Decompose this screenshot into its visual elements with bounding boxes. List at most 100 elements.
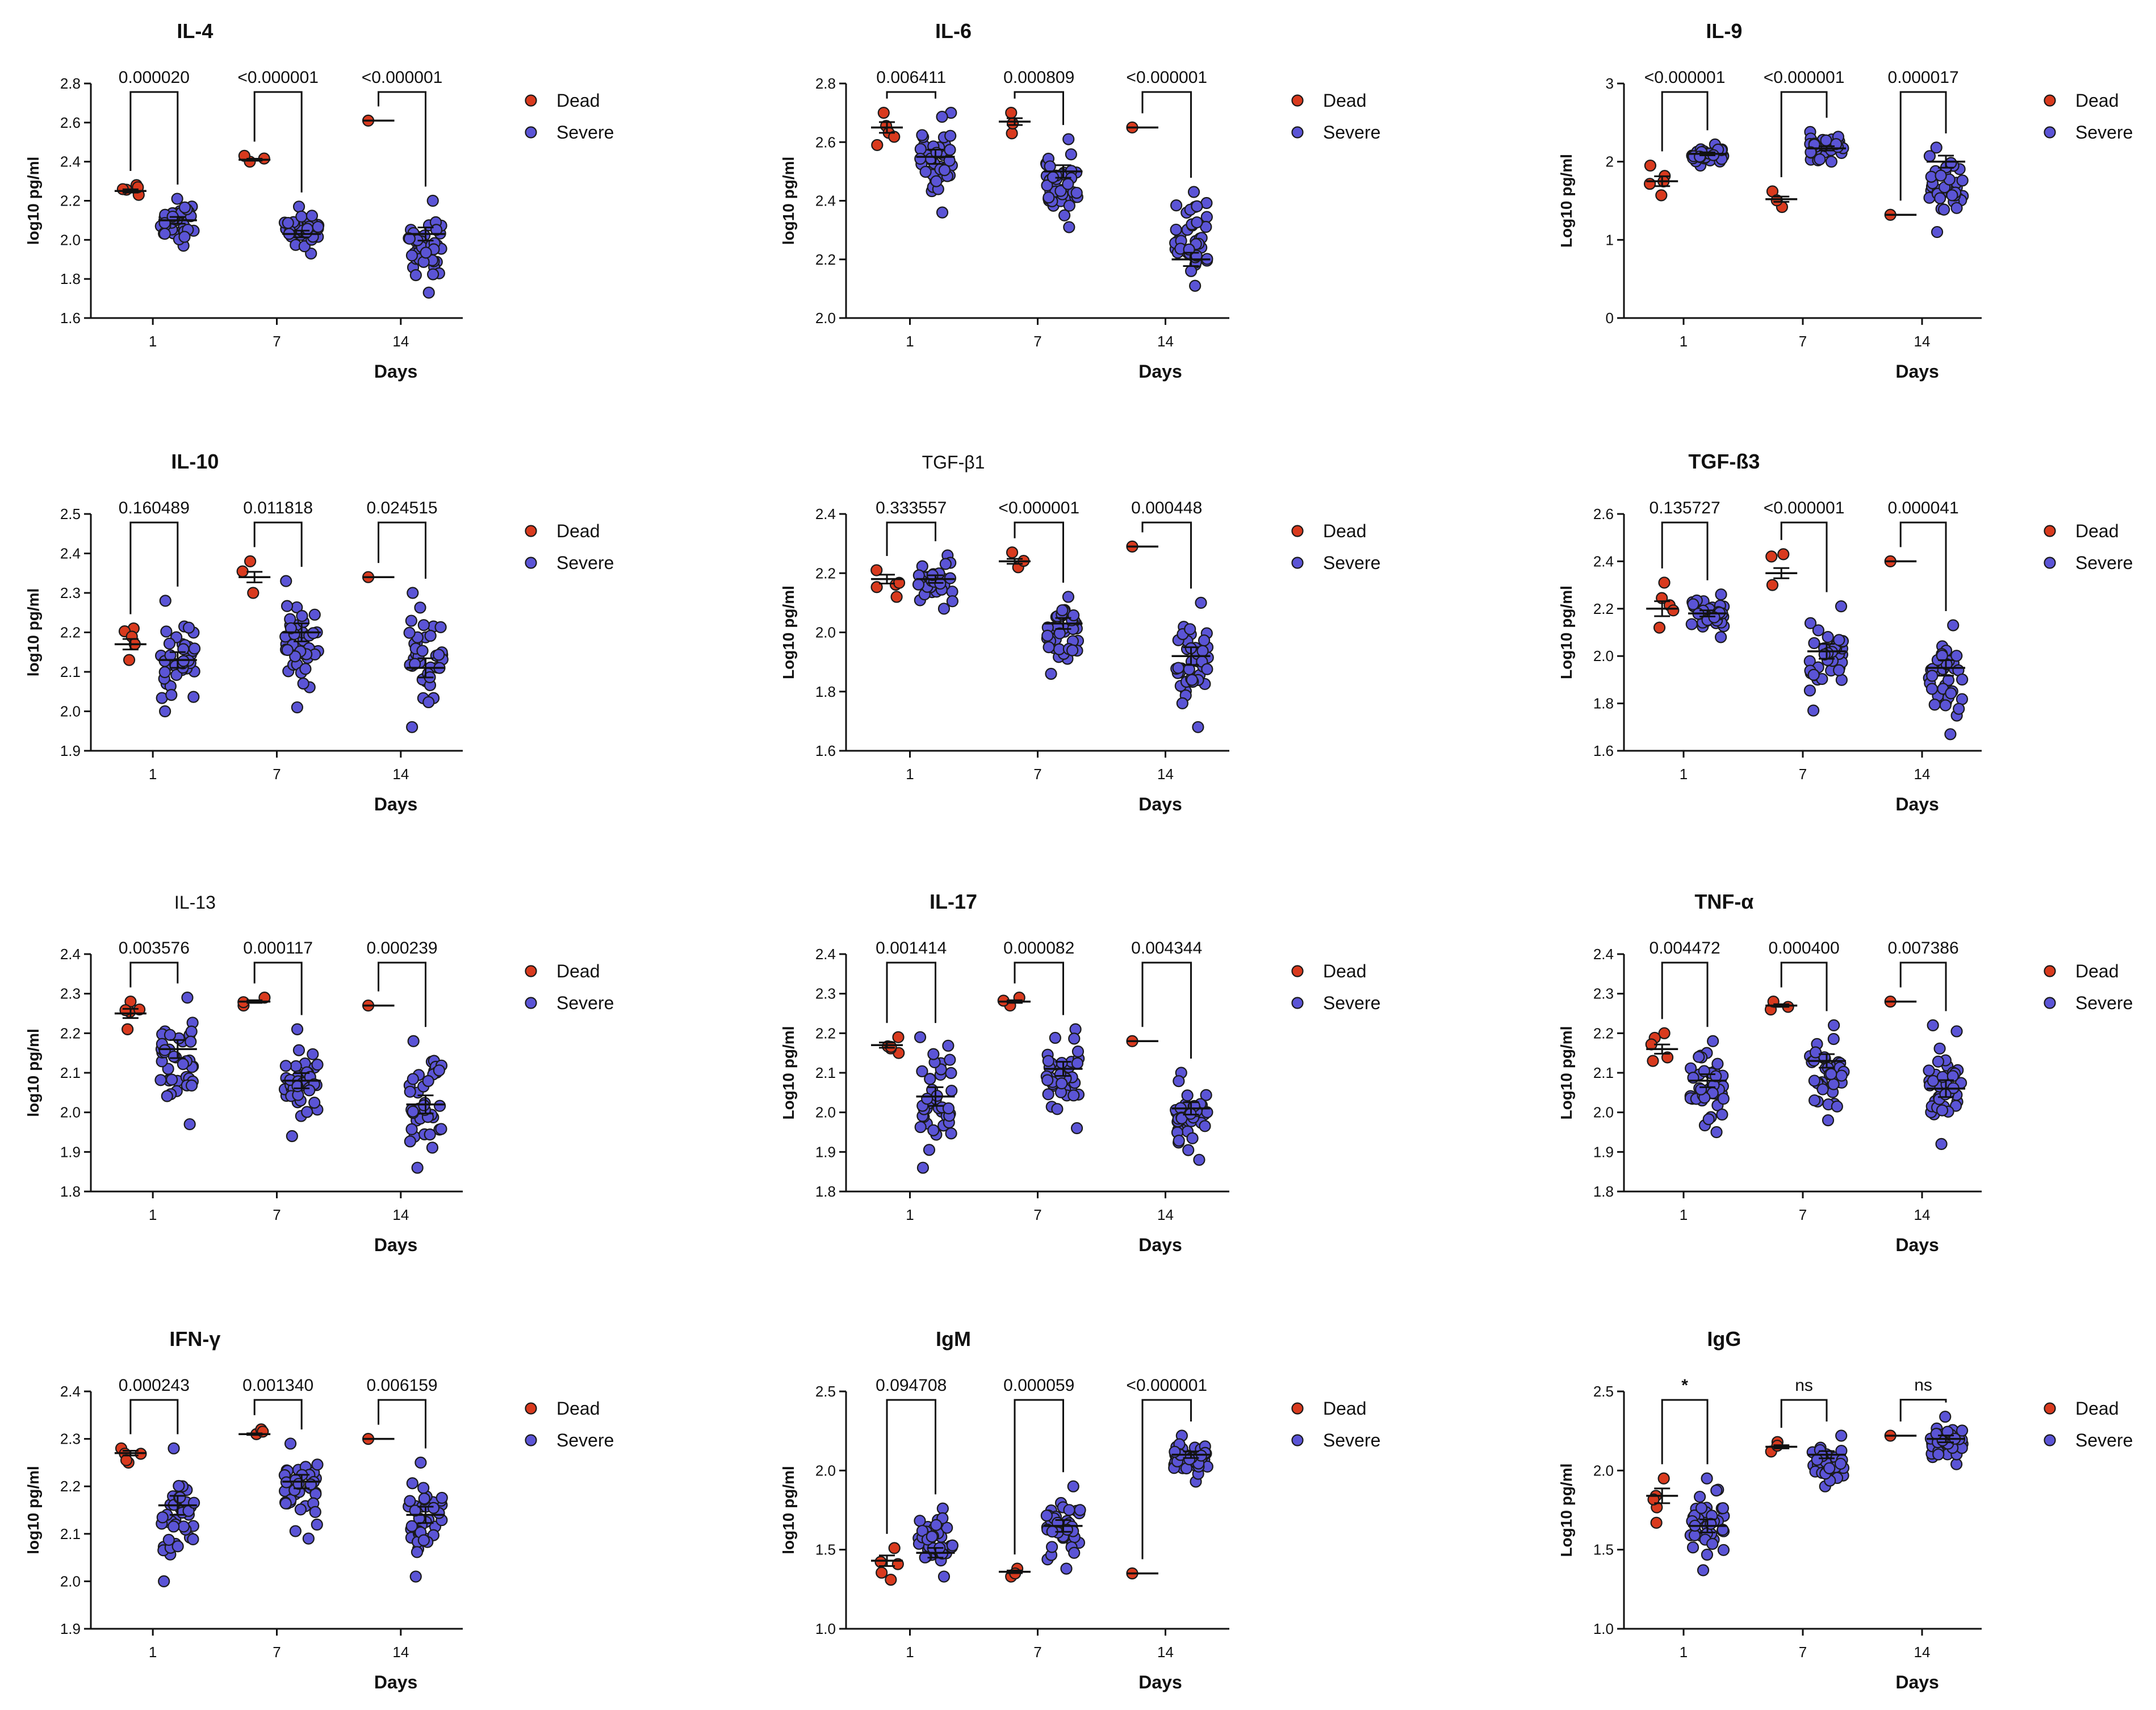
chart-title: IgM (936, 1327, 971, 1351)
legend-dead-marker (525, 525, 537, 537)
legend-severe-marker (1291, 1434, 1304, 1446)
x-tick-label: 14 (1157, 1206, 1174, 1223)
severe-point (1804, 617, 1817, 629)
p-value-label: <0.000001 (1644, 68, 1726, 87)
y-tick-label: 1.8 (60, 1183, 81, 1200)
severe-point (1693, 1051, 1705, 1063)
dead-point (870, 581, 883, 593)
x-tick-label: 1 (1680, 766, 1688, 783)
y-tick-label: 2.1 (1593, 1064, 1614, 1081)
severe-point (411, 1161, 424, 1174)
y-tick-label: 2.5 (60, 505, 81, 522)
severe-point (407, 1073, 419, 1085)
y-tick-label: 1.9 (60, 742, 81, 759)
severe-point (1063, 199, 1075, 212)
legend-dead-label: Dead (1323, 1398, 1367, 1419)
severe-point (1833, 664, 1845, 676)
legend-severe-label: Severe (1323, 993, 1380, 1013)
dead-point (122, 1023, 134, 1035)
x-tick-label: 1 (906, 333, 914, 350)
legend-dead-marker (2044, 94, 2056, 107)
legend-severe-marker (1291, 557, 1304, 569)
y-tick-label: 1.6 (1593, 742, 1614, 759)
severe-point (1717, 1544, 1730, 1556)
x-tick-label: 7 (273, 333, 281, 350)
severe-point (1200, 1089, 1212, 1101)
dead-point (1006, 127, 1018, 140)
x-axis-label: Days (374, 361, 418, 382)
severe-point (1935, 1138, 1948, 1151)
severe-point (158, 666, 171, 679)
p-value-label: 0.003576 (119, 939, 190, 958)
severe-point (1702, 1113, 1715, 1126)
p-value-label: 0.000400 (1769, 939, 1840, 958)
severe-point (1200, 211, 1213, 223)
significance-bracket (378, 961, 426, 1027)
y-axis-label: log10 pg/ml (24, 588, 42, 677)
legend-dead-marker (1291, 94, 1304, 107)
severe-point (1935, 169, 1947, 182)
severe-point (171, 193, 183, 205)
severe-point (1710, 1484, 1723, 1497)
severe-point (295, 210, 308, 223)
p-value-label: 0.000020 (119, 68, 190, 87)
severe-point (426, 268, 439, 281)
chart-panel-7: IL-17 1.8 1.9 2.0 2.1 2.2 2.3 2.4 Log10 pg/ml Day… (780, 890, 1380, 1255)
severe-point (1823, 1462, 1836, 1474)
x-axis-label: Days (1895, 1672, 1939, 1692)
severe-point (1710, 1126, 1723, 1139)
severe-point (1816, 1083, 1829, 1096)
y-tick-label: 2.4 (60, 1383, 81, 1400)
severe-point (430, 224, 443, 236)
significance-bracket (253, 91, 303, 193)
dead-point (1650, 1516, 1663, 1529)
severe-point (1950, 650, 1963, 662)
severe-point (182, 621, 195, 634)
severe-point (1198, 634, 1211, 647)
severe-point (936, 206, 949, 219)
x-tick-label: 14 (1914, 333, 1931, 350)
significance-bracket (253, 1399, 303, 1429)
significance-bracket (886, 91, 936, 99)
severe-point (1060, 1562, 1073, 1575)
legend-severe-label: Severe (556, 553, 614, 573)
severe-point (308, 1097, 321, 1109)
severe-point (414, 601, 426, 614)
severe-point (407, 587, 419, 599)
x-tick-label: 1 (1680, 1206, 1688, 1223)
legend-dead-label: Dead (1323, 961, 1367, 981)
severe-point (1701, 1548, 1714, 1561)
x-tick-label: 1 (906, 1644, 914, 1661)
severe-point (1927, 1019, 1939, 1032)
x-tick-label: 1 (906, 766, 914, 783)
severe-point (289, 650, 302, 663)
severe-point (422, 286, 435, 299)
severe-point (1707, 1035, 1719, 1047)
significance-bracket (129, 961, 179, 988)
y-tick-label: 2.0 (1593, 1462, 1614, 1479)
severe-point (1828, 1019, 1840, 1032)
severe-point (1201, 663, 1213, 675)
legend-severe-label: Severe (1323, 553, 1380, 573)
severe-point (1170, 199, 1183, 212)
legend-dead-marker (2044, 1402, 2056, 1415)
x-tick-label: 14 (1157, 333, 1174, 350)
y-tick-label: 2.3 (1593, 985, 1614, 1002)
y-tick-label: 1.9 (60, 1620, 81, 1637)
severe-point (1833, 634, 1845, 646)
dead-point (885, 1574, 897, 1586)
legend-severe-label: Severe (2075, 993, 2133, 1013)
y-tick-label: 1.0 (815, 1620, 836, 1637)
p-value-label: <0.000001 (1764, 68, 1845, 87)
chart-panel-11: IgG 1.0 1.5 2.0 2.5 Log10 pg/ml Days 1 * 7 ns 14 ns D… (1558, 1327, 2133, 1692)
legend-severe-marker (525, 997, 537, 1009)
severe-point (1182, 1144, 1195, 1156)
legend-severe-marker (525, 1434, 537, 1446)
p-value-label: 0.000082 (1003, 939, 1074, 958)
severe-point (937, 1570, 951, 1583)
severe-point (1043, 191, 1055, 204)
dead-point (1766, 579, 1779, 591)
y-axis-label: Log10 pg/ml (780, 1026, 797, 1120)
dead-point (877, 107, 890, 119)
legend-severe-label: Severe (2075, 122, 2133, 143)
